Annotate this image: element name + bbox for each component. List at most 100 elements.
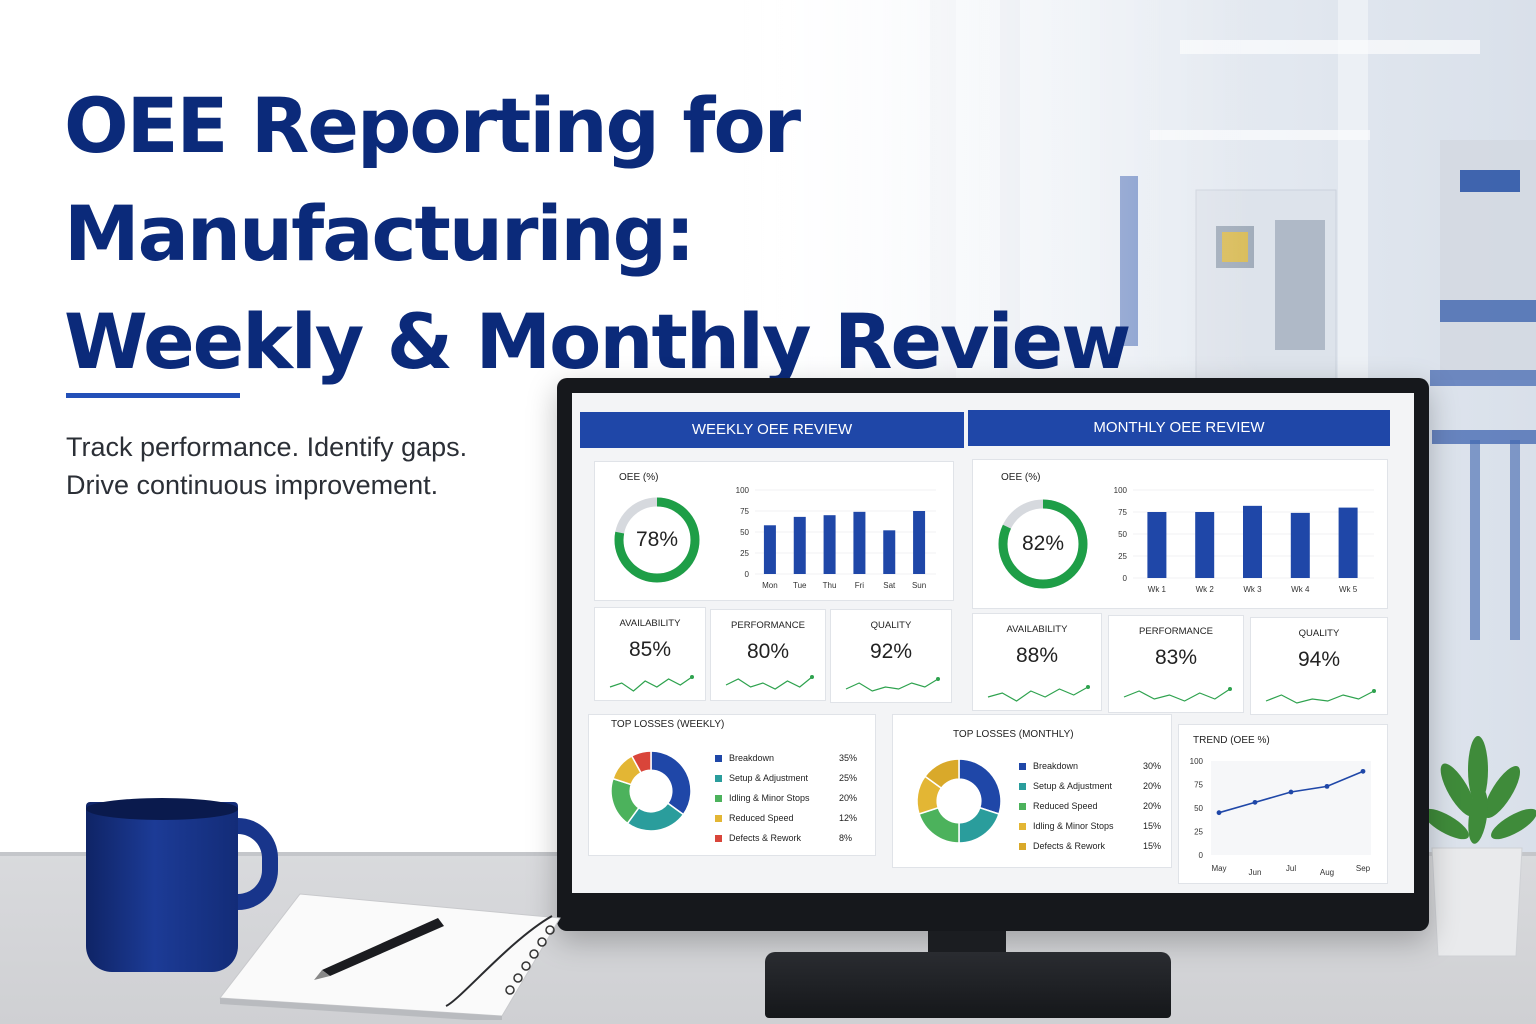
trend-panel: TREND (OEE %) 100 75 50 25 0 May Jun Jul Aug Sep: [1178, 724, 1388, 884]
monthly-oee-gauge-arc: [998, 499, 1088, 589]
legend-item: Reduced Speed 20%: [1019, 801, 1161, 811]
legend-label: Defects & Rework: [729, 833, 802, 843]
monthly-kpi-card-quality: QUALITY 94%: [1250, 617, 1388, 715]
weekly-header: WEEKLY OEE REVIEW: [580, 412, 964, 448]
weekly-bar-chart-x-tick: Mon: [762, 581, 778, 590]
legend-label: Defects & Rework: [1033, 841, 1106, 851]
donut-slice: [958, 806, 1000, 844]
weekly-kpi-card-quality: QUALITY 92%: [830, 609, 952, 703]
weekly-kpi-card-performance: PERFORMANCE 80%: [710, 609, 826, 701]
legend-swatch: [715, 795, 722, 803]
legend-label: Breakdown: [1033, 761, 1079, 771]
weekly-bar-chart-bar: [913, 511, 926, 574]
monthly-bar-chart-bar: [1195, 512, 1215, 578]
dashboard-screen: WEEKLY OEE REVIEW MONTHLY OEE REVIEW OEE…: [572, 393, 1414, 893]
monthly-bar-chart-bar: [1338, 507, 1358, 578]
kpi-sparkline: [725, 675, 814, 690]
legend-swatch: [715, 835, 722, 843]
trend-y-tick: 75: [1194, 781, 1203, 790]
monthly-losses-donut: [916, 758, 1002, 844]
legend-item: Defects & Rework 8%: [715, 833, 852, 843]
kpi-value: 85%: [628, 638, 672, 661]
kpi-sparkline: [1123, 687, 1232, 702]
legend-item: Breakdown 35%: [715, 753, 857, 763]
page-title: OEE Reporting for Manufacturing: Weekly …: [64, 72, 1131, 396]
kpi-label: PERFORMANCE: [731, 620, 805, 631]
weekly-oee-label: OEE (%): [619, 472, 659, 483]
weekly-bar-chart-bar: [763, 525, 776, 574]
subtitle: Track performance. Identify gaps. Drive …: [66, 428, 467, 504]
monthly-bar-chart-y-tick: 75: [1118, 508, 1127, 517]
weekly-bar-chart-bar: [823, 515, 836, 574]
monthly-losses-panel: TOP LOSSES (MONTHLY) Breakdown 30% Setup &…: [892, 714, 1172, 868]
trend-point: [1288, 789, 1294, 795]
weekly-losses-panel: TOP LOSSES (WEEKLY) Breakdown 35% Setup & …: [588, 714, 876, 856]
donut-slice: [923, 758, 960, 790]
weekly-bar-chart-x-tick: Sat: [883, 581, 896, 590]
legend-percent: 15%: [1143, 841, 1162, 851]
monitor-stand: [765, 952, 1171, 1018]
title-line-3: Weekly & Monthly Review: [64, 297, 1131, 386]
donut-slice: [958, 758, 1002, 815]
pen-icon: [322, 918, 444, 976]
kpi-label: AVAILABILITY: [1006, 624, 1068, 635]
monthly-header: MONTHLY OEE REVIEW: [968, 410, 1390, 446]
legend-swatch: [715, 775, 722, 783]
legend-percent: 35%: [839, 753, 858, 763]
weekly-bar-chart-x-tick: Thu: [823, 581, 837, 590]
legend-label: Setup & Adjustment: [1033, 781, 1113, 791]
monthly-bar-chart-bar: [1147, 512, 1167, 578]
trend-point: [1216, 810, 1222, 816]
monthly-kpi-card-performance: PERFORMANCE 83%: [1108, 615, 1244, 713]
donut-slice: [630, 750, 652, 774]
legend-label: Breakdown: [729, 753, 775, 763]
monthly-bar-chart: 100 75 50 25 0 Wk 1 Wk 2 Wk 3 Wk 4 Wk 5: [1114, 486, 1374, 594]
legend-item: Defects & Rework 15%: [1019, 841, 1161, 851]
trend-title: TREND (OEE %): [1193, 735, 1270, 746]
legend-percent: 20%: [1143, 801, 1162, 811]
trend-line-chart: 100 75 50 25 0 May Jun Jul Aug Sep: [1190, 757, 1371, 877]
monthly-bar-chart-x-tick: Wk 5: [1339, 585, 1358, 594]
weekly-bar-chart-y-tick: 25: [740, 549, 749, 558]
legend-item: Setup & Adjustment 20%: [1019, 781, 1161, 791]
notebook-icon: [219, 893, 561, 1020]
kpi-value: 83%: [1154, 646, 1198, 669]
kpi-label: PERFORMANCE: [1139, 626, 1213, 637]
kpi-sparkline: [987, 685, 1090, 702]
monthly-bar-chart-x-tick: Wk 3: [1243, 585, 1262, 594]
title-line-1: OEE Reporting for: [64, 81, 801, 170]
monthly-oee-label: OEE (%): [1001, 472, 1041, 483]
monthly-losses-legend: Breakdown 30% Setup & Adjustment 20% Reduced…: [1019, 761, 1169, 865]
legend-percent: 25%: [839, 773, 858, 783]
weekly-losses-legend: Breakdown 35% Setup & Adjustment 25% Idling …: [715, 753, 865, 853]
legend-swatch: [1019, 843, 1026, 851]
weekly-bar-chart-y-tick: 75: [740, 507, 749, 516]
title-underline: [66, 393, 240, 398]
legend-percent: 30%: [1143, 761, 1162, 771]
weekly-bar-chart: 100 75 50 25 0 Mon Tue Thu Fri Sat Sun: [736, 486, 936, 590]
monthly-oee-gauge: [998, 499, 1088, 589]
monthly-bar-chart-bar: [1290, 512, 1310, 578]
weekly-bar-chart-y-tick: 100: [736, 486, 750, 495]
weekly-bar-chart-bar: [883, 530, 896, 574]
weekly-losses-donut: [610, 750, 692, 832]
coffee-mug: [86, 802, 238, 972]
legend-swatch: [1019, 803, 1026, 811]
weekly-bar-chart-x-tick: Sun: [912, 581, 926, 590]
legend-swatch: [715, 815, 722, 823]
monthly-losses-title: TOP LOSSES (MONTHLY): [953, 729, 1074, 740]
weekly-oee-gauge-arc: [614, 497, 700, 583]
legend-item: Idling & Minor Stops 15%: [1019, 821, 1161, 831]
kpi-label: AVAILABILITY: [619, 618, 681, 629]
trend-x-tick: Jun: [1249, 868, 1262, 877]
legend-percent: 8%: [839, 833, 853, 843]
kpi-label: QUALITY: [870, 620, 912, 631]
monthly-oee-value: 82%: [1021, 532, 1065, 555]
legend-swatch: [1019, 823, 1026, 831]
monthly-bar-chart-bar: [1243, 505, 1262, 578]
weekly-oee-gauge: [614, 497, 700, 583]
weekly-bar-chart-x-tick: Tue: [793, 581, 807, 590]
legend-item: Idling & Minor Stops 20%: [715, 793, 857, 803]
weekly-kpi-card-availability: AVAILABILITY 85%: [594, 607, 706, 701]
weekly-losses-title: TOP LOSSES (WEEKLY): [611, 719, 725, 730]
